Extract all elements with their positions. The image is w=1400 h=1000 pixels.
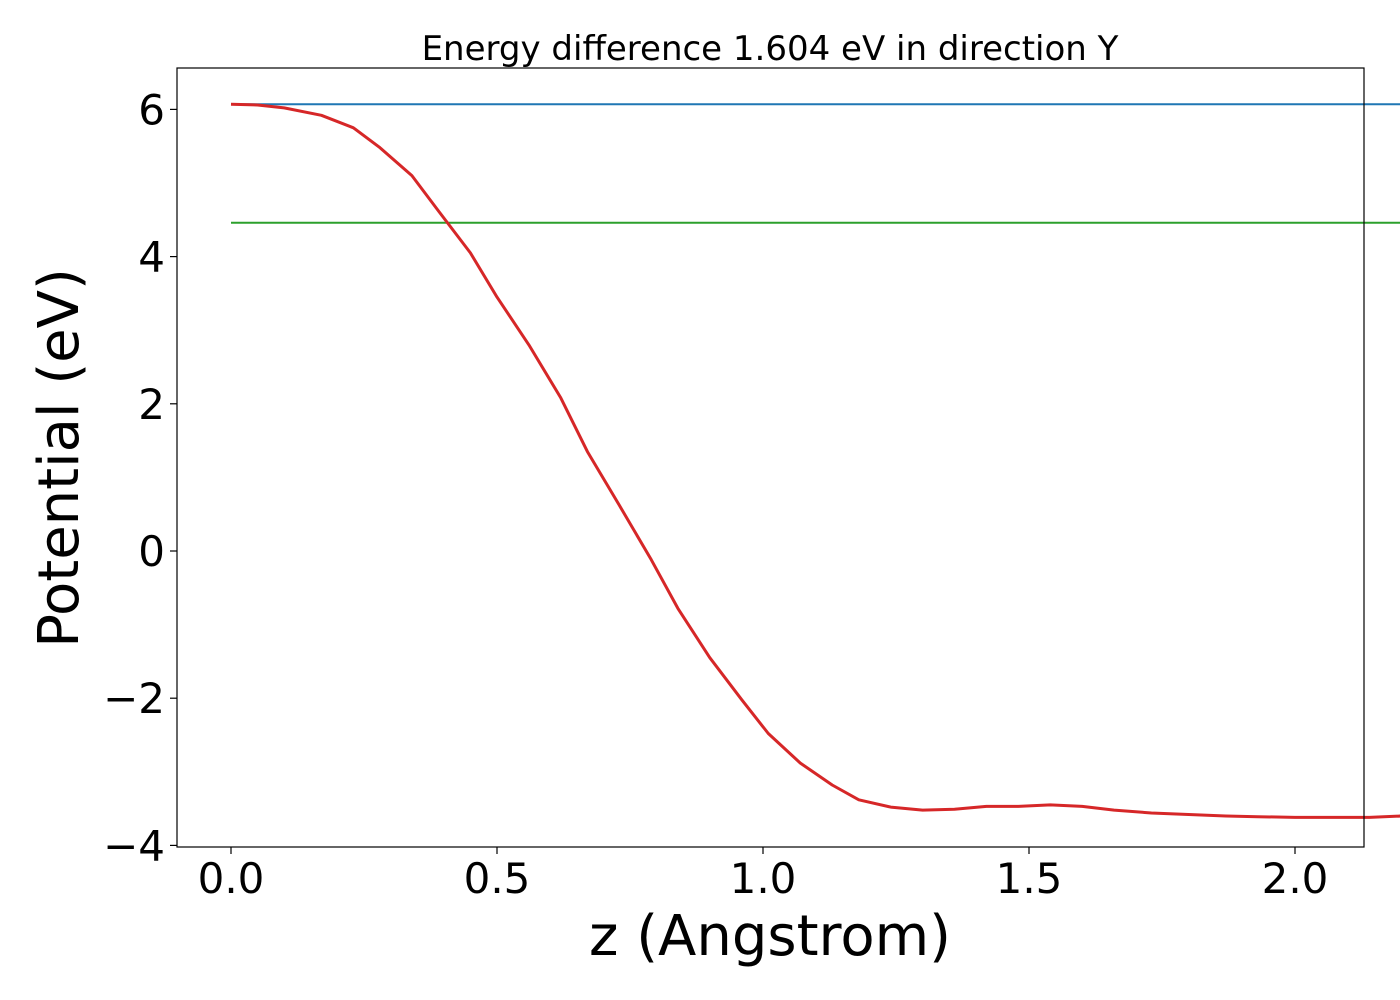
chart-title: Energy difference 1.604 eV in direction … — [422, 29, 1119, 69]
y-tick-label: 6 — [138, 85, 165, 134]
y-tick-label: −2 — [103, 674, 165, 723]
x-tick-label: 2.0 — [1262, 854, 1329, 903]
y-axis: −4 −2 0 2 4 6 — [103, 85, 177, 870]
x-tick-label: 0.0 — [198, 854, 265, 903]
y-axis-label: Potential (eV) — [27, 268, 92, 648]
y-tick-label: −4 — [103, 821, 165, 870]
plot-area — [230, 102, 1400, 819]
y-tick-label: 0 — [138, 527, 165, 576]
x-tick-label: 0.5 — [464, 854, 531, 903]
plot-frame — [176, 67, 1365, 848]
x-axis: 0.00.51.01.52.02.53.03.54.0 — [198, 847, 1329, 903]
x-tick-label: 1.5 — [996, 854, 1063, 903]
y-tick-label: 2 — [138, 380, 165, 429]
x-tick-label: 1.0 — [730, 854, 797, 903]
potential-curve-line — [230, 102, 1400, 819]
x-axis-label: z (Angstrom) — [589, 904, 951, 969]
y-tick-label: 4 — [138, 233, 165, 282]
